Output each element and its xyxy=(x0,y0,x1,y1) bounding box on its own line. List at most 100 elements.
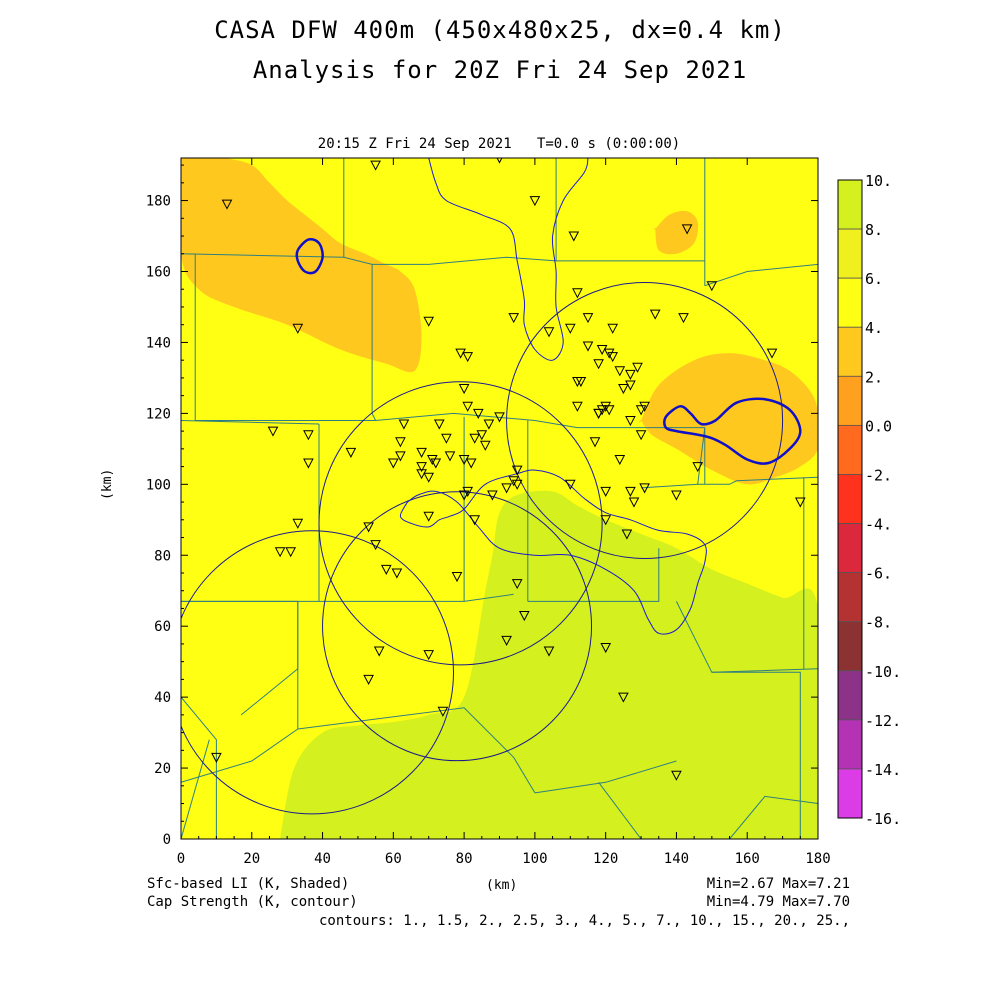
station-marker xyxy=(501,483,512,494)
cap-contour-0 xyxy=(428,158,589,361)
map-title: CASA DFW 400m (450x480x25, dx=0.4 km) xyxy=(214,16,786,44)
cap-contour-strong-1 xyxy=(663,397,802,465)
station-marker xyxy=(416,447,427,458)
station-marker xyxy=(564,323,576,334)
x-tick-label: 180 xyxy=(805,851,830,867)
station-marker xyxy=(345,447,357,458)
station-marker xyxy=(543,646,555,657)
station-marker xyxy=(462,352,474,363)
station-marker xyxy=(692,462,704,473)
station-marker xyxy=(671,770,682,781)
county-line-13 xyxy=(297,707,536,794)
station-marker xyxy=(469,515,481,526)
radar-ring-2 xyxy=(506,281,784,559)
colorbar-swatch xyxy=(837,768,863,819)
station-marker xyxy=(455,348,466,359)
colorbar-label: -8. xyxy=(865,614,892,632)
station-marker xyxy=(416,469,427,480)
x-tick-label: 60 xyxy=(385,851,402,867)
station-marker xyxy=(635,405,647,416)
li-region-li_2_4_small xyxy=(654,210,699,255)
station-marker xyxy=(494,412,505,423)
station-marker xyxy=(363,522,374,533)
station-marker xyxy=(681,224,693,235)
station-marker xyxy=(618,692,629,703)
y-tick-label: 180 xyxy=(146,194,171,210)
station-marker xyxy=(607,323,619,334)
station-marker xyxy=(458,455,470,466)
station-marker xyxy=(285,547,297,558)
li-region-li_2_4_northwest xyxy=(181,158,422,373)
station-marker xyxy=(458,490,470,501)
station-marker xyxy=(603,348,615,359)
station-marker xyxy=(416,462,427,473)
station-marker xyxy=(423,316,435,327)
station-marker xyxy=(632,362,643,373)
colorbar-label: 0.0 xyxy=(865,417,892,435)
station-marker xyxy=(572,401,583,412)
county-line-19 xyxy=(641,483,698,489)
station-marker xyxy=(476,430,488,441)
station-marker xyxy=(575,377,587,388)
colorbar-swatch xyxy=(837,228,863,279)
station-marker xyxy=(603,405,615,416)
county-line-14 xyxy=(534,760,677,794)
radar-range-rings xyxy=(181,281,784,815)
station-marker xyxy=(593,359,604,370)
station-marker xyxy=(706,281,718,292)
station-marker xyxy=(511,579,523,590)
station-marker xyxy=(211,752,222,763)
station-marker xyxy=(678,313,689,324)
station-marker xyxy=(582,313,594,324)
station-marker xyxy=(444,451,456,462)
x-axis-label: (km) xyxy=(486,878,518,893)
x-tick-label: 20 xyxy=(243,851,260,867)
station-marker xyxy=(639,401,650,412)
station-marker xyxy=(596,345,608,356)
station-marker xyxy=(483,419,495,430)
station-marker xyxy=(593,408,604,419)
station-marker xyxy=(614,455,626,466)
contour-levels: contours: 1., 1.5, 2., 2.5, 3., 4., 5., … xyxy=(318,913,850,929)
colorbar-label: -4. xyxy=(865,516,892,534)
station-marker xyxy=(621,529,633,540)
contour-field-label: Cap Strength (K, contour) xyxy=(147,894,358,910)
station-marker xyxy=(387,458,399,469)
shaded-field-label: Sfc-based LI (K, Shaded) xyxy=(147,876,350,892)
station-marker xyxy=(303,458,314,469)
station-marker xyxy=(479,440,491,451)
station-marker xyxy=(671,490,682,501)
station-marker xyxy=(618,384,629,395)
station-marker xyxy=(511,479,523,490)
x-tick-label: 140 xyxy=(664,851,689,867)
colorbar-swatch xyxy=(837,474,863,524)
colorbar-label: 2. xyxy=(865,368,883,386)
county-line-17 xyxy=(527,548,660,602)
li-region-li_6_8_south xyxy=(280,490,818,839)
colorbar: 10. 8. 6. 4. 2. 0.0 -2. -4. -6. -8. -10. -12. -14. -1… xyxy=(837,172,901,828)
colorbar-swatch xyxy=(837,572,863,623)
station-marker xyxy=(518,611,530,622)
station-marker xyxy=(363,674,374,685)
radar-ring-1 xyxy=(322,491,593,762)
station-marker xyxy=(441,433,452,444)
colorbar-label: -2. xyxy=(865,466,892,484)
station-marker xyxy=(292,518,304,529)
station-marker xyxy=(398,419,410,430)
station-marker xyxy=(600,515,612,526)
station-marker xyxy=(568,231,580,242)
station-marker xyxy=(451,572,463,583)
station-marker xyxy=(487,490,498,501)
y-tick-label: 100 xyxy=(146,477,171,493)
station-marker xyxy=(625,380,636,391)
station-marker xyxy=(469,433,481,444)
station-marker xyxy=(501,635,512,646)
y-tick-label: 0 xyxy=(163,832,171,848)
y-tick-label: 40 xyxy=(154,690,171,706)
station-marker xyxy=(458,384,470,395)
station-marker xyxy=(373,646,385,657)
station-marker xyxy=(423,511,435,522)
x-tick-label: 120 xyxy=(593,851,618,867)
station-marker xyxy=(370,540,381,551)
